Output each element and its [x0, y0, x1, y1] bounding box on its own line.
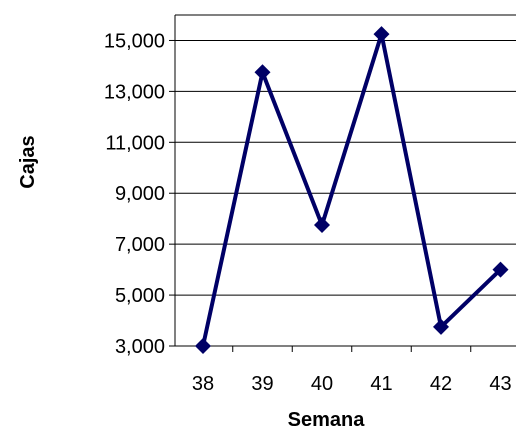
x-tick-label: 41 [370, 373, 392, 395]
y-tick-label: 11,000 [105, 132, 165, 154]
data-point [254, 64, 271, 81]
data-point [195, 338, 211, 354]
y-tick-label: 3,000 [115, 336, 165, 358]
x-tick-labels: 38 39 40 41 42 43 [192, 373, 512, 395]
x-tick-label: 42 [430, 373, 452, 395]
y-axis-title: Cajas [17, 135, 39, 188]
y-tick-label: 7,000 [115, 234, 165, 256]
data-point [492, 261, 509, 278]
x-tick-label: 40 [311, 373, 333, 395]
y-tick-label: 15,000 [104, 30, 165, 52]
y-tick-labels: 3,000 5,000 7,000 9,000 11,000 13,000 15,000 [104, 30, 165, 358]
series-group [195, 26, 509, 354]
y-tick-label: 13,000 [104, 81, 165, 103]
data-point [373, 26, 390, 43]
x-tick-label: 43 [489, 373, 511, 395]
data-point [433, 318, 449, 335]
x-tick-label: 38 [192, 373, 214, 395]
y-tick-label: 9,000 [115, 183, 165, 205]
y-tick-label: 5,000 [115, 285, 165, 307]
gridlines [175, 39, 516, 296]
axes [169, 14, 516, 352]
series-line [201, 33, 502, 347]
data-point [314, 217, 330, 234]
x-tick-label: 39 [251, 373, 273, 395]
x-axis-title: Semana [288, 409, 366, 431]
